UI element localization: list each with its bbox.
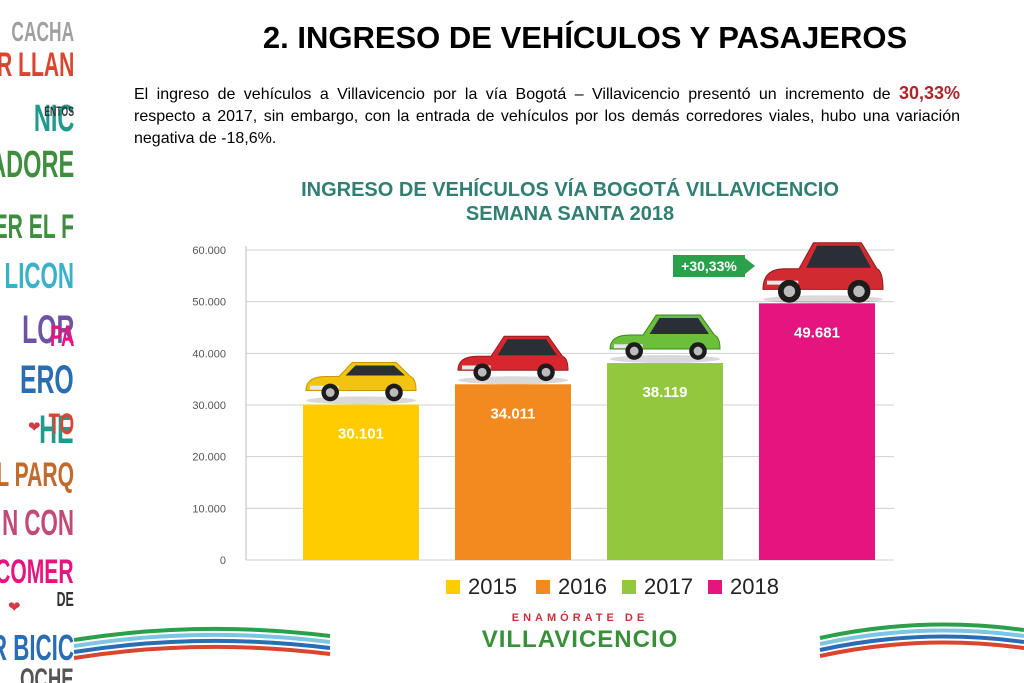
legend-item-2017: 2017 bbox=[622, 574, 693, 600]
y-tick-label: 30.000 bbox=[192, 400, 226, 412]
decorative-swoosh bbox=[819, 634, 1024, 652]
heart-icon: ❤ bbox=[8, 599, 21, 616]
decorative-word: COMER bbox=[0, 553, 74, 591]
decorative-swoosh bbox=[73, 638, 331, 654]
data-label: 49.681 bbox=[794, 324, 840, 341]
legend-label: 2017 bbox=[644, 574, 693, 599]
intro-text-after: respecto a 2017, sin embargo, con la ent… bbox=[134, 108, 960, 147]
legend-item-2016: 2016 bbox=[536, 574, 607, 600]
bar-2015 bbox=[303, 404, 419, 560]
intro-highlight-percentage: 30,33% bbox=[898, 83, 960, 103]
chart-title-line1: INGRESO DE VEHÍCULOS VÍA BOGOTÁ VILLAVIC… bbox=[301, 179, 839, 201]
bar-2018 bbox=[759, 303, 875, 560]
decorative-word: DE bbox=[56, 589, 74, 611]
decorative-word: CACHA bbox=[11, 16, 74, 47]
legend-swatch bbox=[708, 580, 722, 594]
legend-label: 2015 bbox=[468, 574, 517, 599]
chart-title: INGRESO DE VEHÍCULOS VÍA BOGOTÁ VILLAVIC… bbox=[280, 178, 860, 226]
decorative-swoosh bbox=[73, 632, 331, 648]
legend-swatch bbox=[536, 580, 550, 594]
growth-badge bbox=[673, 255, 745, 277]
decorative-word: R EL PARQ bbox=[0, 456, 74, 494]
decorative-word: R BICIC bbox=[0, 627, 74, 668]
decorative-word: LICON bbox=[4, 255, 74, 296]
growth-annotation: +30,33% bbox=[681, 258, 737, 274]
decorative-swoosh bbox=[819, 622, 1024, 640]
red-hatchback-car-icon bbox=[457, 335, 569, 385]
bar-2016 bbox=[455, 384, 571, 560]
growth-badge-arrow bbox=[745, 258, 755, 274]
decorative-word: TO bbox=[48, 408, 74, 441]
red-suv-car-icon bbox=[762, 242, 884, 304]
green-hatchback-car-icon bbox=[609, 314, 721, 364]
decorative-swoosh bbox=[819, 628, 1024, 646]
legend-item-2015: 2015 bbox=[446, 574, 517, 600]
bar-2017 bbox=[607, 363, 723, 560]
chart-title-line2: SEMANA SANTA 2018 bbox=[465, 203, 675, 225]
y-tick-label: 50.000 bbox=[192, 297, 226, 309]
yellow-sports-car-icon bbox=[305, 361, 417, 405]
footer-brand-logo: ENAMÓRATE DE VILLAVICENCIO bbox=[470, 612, 690, 654]
decorative-word: ERO bbox=[20, 358, 74, 402]
decorative-word: NIC bbox=[33, 98, 74, 140]
y-tick-label: 20.000 bbox=[192, 452, 226, 464]
data-label: 30.101 bbox=[338, 425, 384, 442]
legend-label: 2016 bbox=[558, 574, 607, 599]
legend-item-2018: 2018 bbox=[708, 574, 779, 600]
decorative-word: ENTOS bbox=[44, 103, 74, 119]
decorative-word: ER LLAN bbox=[0, 46, 74, 84]
decorative-word: ADORE bbox=[0, 144, 74, 186]
decorative-word: MER EL F bbox=[0, 208, 74, 246]
y-tick-label: 40.000 bbox=[192, 348, 226, 360]
heart-icon: ❤ bbox=[28, 419, 41, 436]
y-tick-label: 0 bbox=[220, 555, 226, 567]
decorative-swoosh bbox=[819, 640, 1024, 658]
legend-label: 2018 bbox=[730, 574, 779, 599]
intro-paragraph: El ingreso de vehículos a Villavicencio … bbox=[134, 82, 960, 150]
data-label: 34.011 bbox=[490, 405, 535, 422]
decorative-word: PA bbox=[49, 320, 74, 353]
slide-title: 2. INGRESO DE VEHÍCULOS Y PASAJEROS bbox=[262, 20, 908, 55]
decorative-word: HE bbox=[39, 408, 74, 452]
brand-tagline: ENAMÓRATE DE bbox=[511, 612, 649, 624]
legend-swatch bbox=[446, 580, 460, 594]
intro-text-before: El ingreso de vehículos a Villavicencio … bbox=[134, 86, 899, 103]
y-tick-label: 10.000 bbox=[192, 503, 226, 515]
decorative-word: LOR bbox=[21, 308, 74, 352]
decorative-word: OCHE bbox=[20, 663, 74, 683]
y-tick-label: 60.000 bbox=[192, 245, 226, 257]
brand-name: VILLAVICENCIO bbox=[481, 626, 679, 653]
decorative-word: N CON bbox=[2, 502, 74, 543]
decorative-swoosh bbox=[73, 644, 331, 660]
legend-swatch bbox=[622, 580, 636, 594]
data-label: 38.119 bbox=[642, 384, 687, 401]
decorative-swoosh bbox=[73, 626, 331, 642]
